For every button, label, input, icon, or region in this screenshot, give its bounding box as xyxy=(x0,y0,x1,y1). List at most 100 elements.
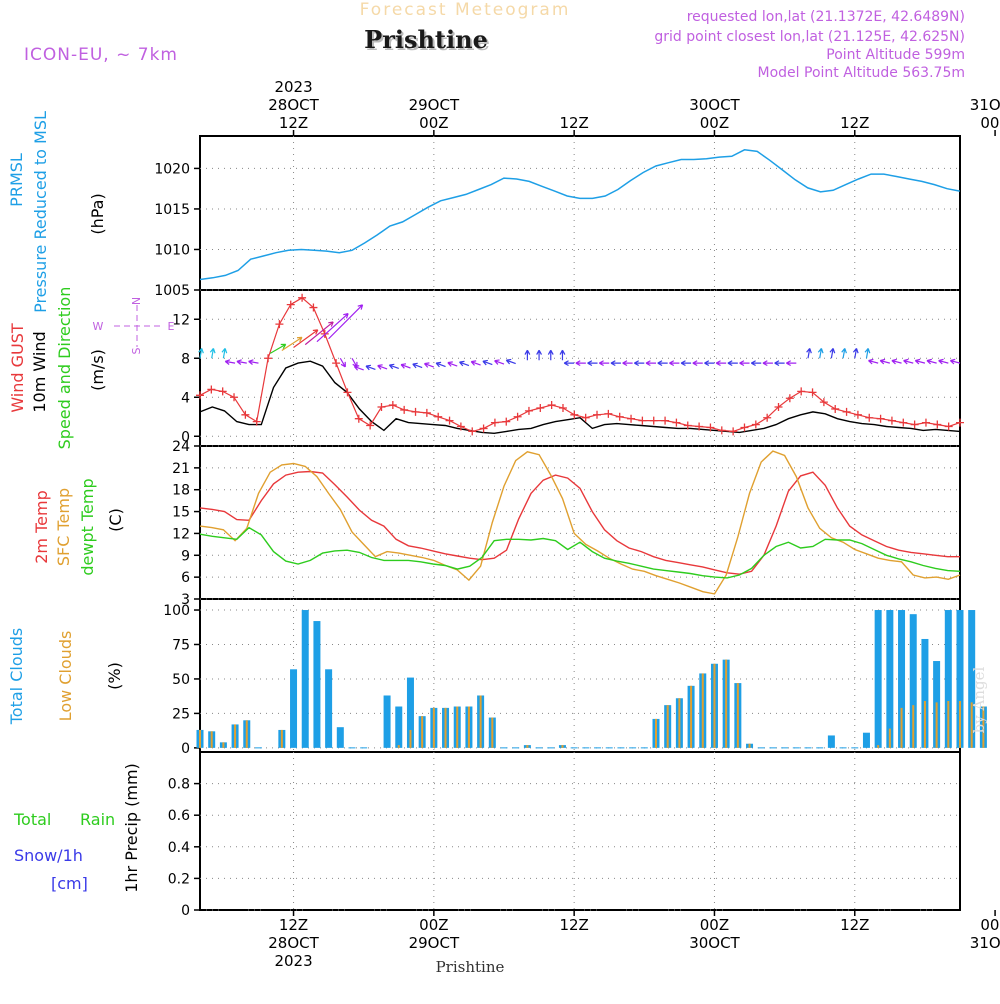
panel-frame xyxy=(199,751,961,911)
x-tick-label-top: 12Z xyxy=(279,114,308,132)
gust-marker xyxy=(400,405,409,414)
x-tick-label-top: 00Z xyxy=(419,114,448,132)
wind-direction-arrow xyxy=(351,357,358,368)
x-tick-label-top: 12Z xyxy=(840,114,869,132)
gust-marker xyxy=(479,424,488,433)
x-tick-label-bottom: 00Z xyxy=(980,916,1000,934)
y-tick-label: 9 xyxy=(181,548,190,564)
wind-dir-label: Speed and Direction xyxy=(55,287,74,450)
panel-frame xyxy=(199,135,961,291)
total-clouds-bar xyxy=(921,638,929,748)
low-clouds-bar xyxy=(245,720,248,748)
gust-marker xyxy=(944,422,953,431)
y-tick-label: 0 xyxy=(181,741,190,757)
low-clouds-bar xyxy=(888,728,891,748)
gust-marker xyxy=(956,418,964,427)
wind-10m-label: 10m Wind xyxy=(30,331,49,412)
wind-direction-arrow xyxy=(949,358,961,365)
panel-frame xyxy=(199,445,961,600)
gust-marker xyxy=(661,416,670,425)
wind-direction-arrow xyxy=(224,359,236,365)
wind-direction-arrow xyxy=(236,359,247,365)
temp-unit-label: (C) xyxy=(106,508,125,532)
total-clouds-bar xyxy=(313,621,321,748)
x-tick-label-bottom: 31OCT xyxy=(970,934,1000,952)
gust-marker xyxy=(740,423,749,432)
temp2m-line xyxy=(199,470,960,575)
low-clouds-bar xyxy=(655,718,657,748)
compass-w: W xyxy=(93,320,104,333)
wind-direction-arrow xyxy=(281,336,303,351)
gust-marker xyxy=(876,414,885,423)
y-tick-label: 25 xyxy=(172,706,190,722)
gust-marker xyxy=(502,417,511,426)
gust-marker xyxy=(343,388,352,397)
wind-direction-arrow xyxy=(304,321,334,346)
prmsl-label: PRMSL xyxy=(7,153,26,207)
wind-direction-arrow xyxy=(536,349,543,361)
x-tick-label-bottom: 30OCT xyxy=(689,934,740,952)
x-tick-label-top: 2023 xyxy=(274,78,312,96)
total-clouds-bar xyxy=(827,735,835,748)
closest-coords: grid point closest lon,lat (21.125E, 42.… xyxy=(654,29,965,45)
y-tick-label: 12 xyxy=(172,526,190,542)
wind-direction-arrow xyxy=(482,359,493,366)
gust-marker xyxy=(298,293,307,302)
low-clouds-bar xyxy=(222,742,225,748)
wind-direction-arrow xyxy=(841,348,847,359)
x-tick-label-top: 29OCT xyxy=(409,96,460,114)
gust-marker xyxy=(672,418,681,427)
gust-marker xyxy=(388,401,397,410)
low-clouds-bar xyxy=(409,729,412,748)
x-tick-label-bottom: 2023 xyxy=(274,952,312,970)
wind-direction-arrow xyxy=(634,360,645,367)
gust-marker xyxy=(264,354,273,363)
wind-direction-arrow xyxy=(750,360,762,367)
model-label: ICON-EU, ~ 7km xyxy=(24,45,178,65)
total-clouds-bar xyxy=(301,610,309,748)
wind-direction-arrow xyxy=(669,360,680,367)
total-clouds-bar xyxy=(406,677,414,748)
wind-direction-arrow xyxy=(447,361,458,367)
gust-marker xyxy=(558,403,567,412)
gust-marker xyxy=(865,413,874,422)
compass-s: S xyxy=(130,347,143,354)
total-clouds-bar xyxy=(909,614,917,748)
total-clouds-bar xyxy=(886,610,894,748)
location-title: Prishtine xyxy=(364,25,488,54)
dewpt-line xyxy=(199,526,961,579)
low-clouds-bar xyxy=(210,731,213,748)
gust-marker xyxy=(230,393,239,402)
total-clouds-bar xyxy=(395,706,403,748)
low-clouds-bar xyxy=(526,745,529,748)
wind-direction-arrow xyxy=(494,359,505,365)
wind-direction-arrow xyxy=(435,361,446,368)
wind-direction-arrow xyxy=(786,360,797,367)
pressure-labels: PRMSL Pressure Reduced to MSL (hPa) xyxy=(7,111,107,313)
temp2m-label: 2m Temp xyxy=(32,490,51,564)
wind-direction-arrow xyxy=(423,362,435,368)
pressure-unit-label: (hPa) xyxy=(88,193,107,234)
gust-marker xyxy=(887,416,896,425)
gust-marker xyxy=(490,418,499,427)
wind-direction-arrow xyxy=(727,360,738,367)
gust-marker xyxy=(422,408,431,417)
sfc-temp-line xyxy=(199,450,961,595)
x-tick-label-top: 00Z xyxy=(700,114,729,132)
wind-direction-arrow xyxy=(365,364,376,371)
low-clouds-bar xyxy=(947,701,950,748)
x-tick-label-top: 31OCT xyxy=(970,96,1000,114)
y-tick-label: 1005 xyxy=(154,283,190,299)
low-clouds-bar xyxy=(900,707,903,748)
wind-direction-arrow xyxy=(739,360,750,367)
gust-marker xyxy=(706,423,715,432)
low-clouds-bar xyxy=(678,698,681,748)
low-clouds-bar xyxy=(666,705,669,748)
gust-marker xyxy=(910,420,919,429)
wind-direction-arrow xyxy=(248,359,259,365)
wind-direction-arrow xyxy=(938,358,949,365)
wind-direction-arrow xyxy=(762,360,773,367)
gust-marker xyxy=(797,387,806,396)
panel-grids xyxy=(200,136,960,911)
